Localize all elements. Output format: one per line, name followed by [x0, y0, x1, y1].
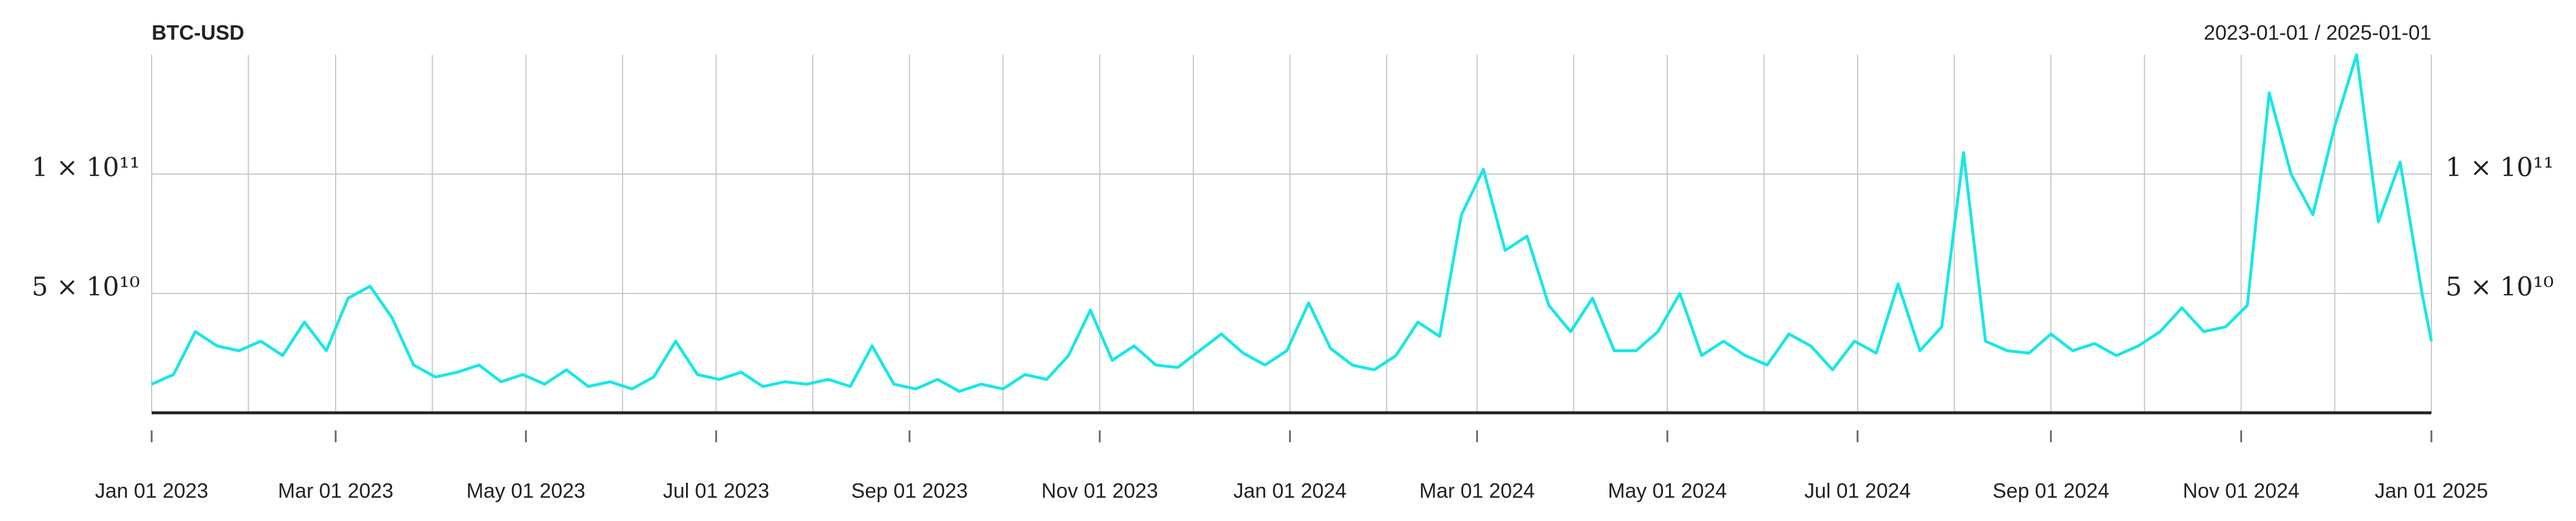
x-tick-label: Jul 01 2023 [663, 479, 770, 502]
y-tick-label: 5 × 10¹⁰ [2445, 272, 2554, 302]
x-tick-label: Nov 01 2024 [2183, 479, 2299, 502]
y-tick-label: 1 × 10¹¹ [32, 153, 140, 183]
chart-title: BTC-USD [152, 21, 244, 44]
x-tick-label: Nov 01 2023 [1041, 479, 1157, 502]
x-tick-label: Sep 01 2024 [1993, 479, 2110, 502]
x-tick-label: Jul 01 2024 [1804, 479, 1911, 502]
x-tick-label: Mar 01 2023 [278, 479, 394, 502]
x-tick-label: Jan 01 2025 [2375, 479, 2488, 502]
x-tick-label: May 01 2023 [466, 479, 585, 502]
chart-subtitle: 2023-01-01 / 2025-01-01 [2204, 21, 2431, 44]
series-line [150, 53, 2433, 393]
x-tick-label: Jan 01 2023 [95, 479, 209, 502]
y-tick-label: 1 × 10¹¹ [2445, 153, 2554, 183]
x-tick-label: Sep 01 2023 [851, 479, 968, 502]
x-tick-label: Mar 01 2024 [1419, 479, 1535, 502]
x-tick-label: May 01 2024 [1608, 479, 1727, 502]
x-tick-label: Jan 01 2024 [1233, 479, 1347, 502]
y-tick-label: 5 × 10¹⁰ [32, 272, 140, 302]
